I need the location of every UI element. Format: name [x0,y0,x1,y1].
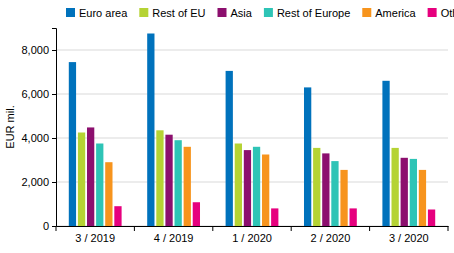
bar [419,170,426,226]
x-axis: 3 / 2019 4 / 2019 1 / 2020 2 / 2020 3 / 2020 [56,226,449,244]
x-separator [212,226,213,231]
y-tick-label: 4,000 [21,132,49,144]
x-tick-label: 3 / 2019 [75,232,115,244]
bars [69,34,435,227]
x-tick-label: 3 / 2020 [389,232,429,244]
bar [350,208,357,226]
bar [235,144,242,227]
x-tick-label: 2 / 2020 [311,232,351,244]
legend-label: Rest of EU [152,7,205,19]
y-tick: 0 [43,220,56,232]
legend-label: Asia [231,7,253,19]
x-separator [369,226,370,231]
bar [105,162,112,226]
x-separator [448,226,449,231]
legend-swatch [139,8,148,17]
bar [226,71,233,226]
x-tick: 3 / 2019 [75,226,115,244]
grid-line [56,50,448,51]
bar [87,127,94,226]
legend-label: Other [441,7,454,19]
x-separator [134,226,135,231]
bar [331,161,338,226]
x-tick: 2 / 2020 [311,226,351,244]
x-separator [291,226,292,231]
y-tick-mark [52,50,56,51]
bar [114,206,121,226]
legend: Euro area Rest of EU Asia Rest of Europe Ame… [66,7,454,19]
y-tick-label: 8,000 [21,44,49,56]
y-tick: 6,000 [21,88,56,100]
bar [147,34,154,227]
y-tick: 2,000 [21,176,56,188]
bar [78,133,85,227]
legend-swatch [428,8,437,17]
legend-item: Other [428,7,454,19]
legend-label: Euro area [79,7,128,19]
bar [382,81,389,226]
legend-label: Rest of Europe [277,7,350,19]
legend-swatch [66,8,75,17]
y-tick-mark [52,138,56,139]
legend-item: Asia [218,7,253,19]
y-axis-line [52,29,57,227]
legend-label: America [375,7,416,19]
bar [428,210,435,227]
legend-swatch [362,8,371,17]
y-tick-mark [52,182,56,183]
bar [156,130,163,226]
y-tick: 4,000 [21,132,56,144]
bar [253,147,260,226]
bar [193,202,200,226]
bar [271,208,278,226]
bar [96,144,103,227]
bar [322,153,329,226]
legend-item: America [362,7,416,19]
bar [410,159,417,226]
legend-swatch [218,8,227,17]
y-tick-label: 6,000 [21,88,49,100]
bar [69,62,76,226]
grid [56,50,448,226]
bar [262,155,269,227]
legend-item: Rest of Europe [264,7,350,19]
x-tick: 3 / 2020 [389,226,429,244]
chart: 0 2,000 4,000 6,000 8,000 3 / 2019 4 / 2019 1 /… [0,0,454,253]
y-tick-label: 0 [43,220,49,232]
x-separator [56,226,57,231]
x-tick-label: 4 / 2019 [154,232,194,244]
y-tick-label: 2,000 [21,176,49,188]
legend-item: Euro area [66,7,128,19]
y-tick-mark [52,226,56,227]
y-tick: 8,000 [21,44,56,56]
x-tick: 4 / 2019 [154,226,194,244]
bar [401,158,408,226]
bar [175,140,182,226]
y-tick-mark [52,94,56,95]
legend-item: Rest of EU [139,7,205,19]
y-axis: 0 2,000 4,000 6,000 8,000 [21,29,56,233]
bar [392,148,399,226]
x-tick-label: 1 / 2020 [232,232,272,244]
bar [304,87,311,226]
legend-swatch [264,8,273,17]
bar [165,135,172,226]
y-axis-title: EUR mil. [4,105,16,148]
x-axis-line [57,226,449,227]
bar [184,147,191,226]
x-tick: 1 / 2020 [232,226,272,244]
bar [340,170,347,226]
bar [313,148,320,226]
bar [244,150,251,226]
